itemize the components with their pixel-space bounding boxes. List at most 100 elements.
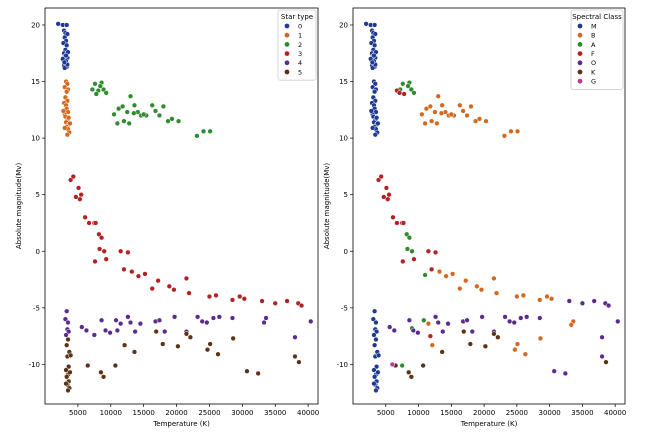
data-point <box>371 308 378 314</box>
series-5 <box>63 328 302 394</box>
data-point <box>495 334 501 340</box>
data-point <box>296 359 302 365</box>
legend-label: G <box>591 78 596 86</box>
data-point <box>98 317 105 323</box>
data-point <box>153 328 159 335</box>
data-point <box>419 111 425 118</box>
data-point <box>86 220 92 226</box>
series-G <box>389 361 395 368</box>
data-point <box>469 328 475 335</box>
data-point <box>368 108 375 114</box>
data-point <box>135 273 142 279</box>
x-tick-label: 25000 <box>198 409 220 417</box>
data-point <box>406 317 413 323</box>
legend-marker <box>284 60 290 66</box>
x-tick-label: 25000 <box>506 409 528 417</box>
data-point <box>183 331 190 337</box>
legend-label: 3 <box>298 50 302 58</box>
data-point <box>566 298 572 304</box>
data-point <box>77 196 83 202</box>
data-point <box>103 256 109 262</box>
data-point <box>149 285 155 292</box>
legend-title: Spectral Class <box>572 13 622 21</box>
data-point <box>371 342 378 348</box>
data-point <box>118 321 124 327</box>
legend-label: F <box>591 50 595 58</box>
legend-label: O <box>591 59 596 67</box>
data-point <box>60 108 67 114</box>
data-point <box>435 319 441 326</box>
data-point <box>603 359 609 365</box>
data-point <box>518 315 524 321</box>
data-point <box>68 352 74 358</box>
data-point <box>420 362 426 369</box>
data-point <box>493 290 500 296</box>
data-point <box>406 235 413 241</box>
data-point <box>483 118 489 124</box>
y-tick-label: -10 <box>337 361 348 369</box>
data-point <box>472 118 479 124</box>
data-point <box>375 369 381 375</box>
data-point <box>204 319 210 326</box>
data-point <box>65 387 71 394</box>
data-point <box>241 296 247 302</box>
x-axis-label: Temperature (K) <box>460 420 518 428</box>
plot-frame <box>44 7 319 405</box>
data-point <box>186 290 192 296</box>
legend-label: A <box>591 41 596 49</box>
data-point <box>373 319 379 326</box>
y-tick-label: 5 <box>36 191 40 199</box>
legend-label: B <box>591 32 595 40</box>
y-tick-label: -5 <box>341 304 348 312</box>
data-point <box>432 314 439 320</box>
data-point <box>175 343 181 349</box>
data-point <box>400 258 406 265</box>
data-point <box>263 315 269 321</box>
data-point <box>409 248 415 254</box>
data-point <box>429 118 435 124</box>
legend-label: 2 <box>298 41 302 49</box>
data-point <box>411 90 417 96</box>
series-4 <box>62 308 314 340</box>
data-point <box>467 341 473 347</box>
x-tick-label: 20000 <box>165 409 187 417</box>
data-point <box>65 319 71 326</box>
series-1 <box>60 78 73 138</box>
data-point <box>400 220 407 226</box>
data-point <box>73 194 79 200</box>
data-point <box>422 120 428 127</box>
data-point <box>438 110 445 116</box>
legend-marker <box>577 69 583 75</box>
y-tick-label: 20 <box>339 21 348 29</box>
data-point <box>436 268 443 275</box>
data-point <box>98 369 104 375</box>
data-point <box>160 341 166 347</box>
legend-label: 0 <box>298 22 302 30</box>
legend-marker <box>284 23 290 29</box>
data-point <box>371 367 377 373</box>
data-point <box>229 297 236 303</box>
data-point <box>118 248 124 254</box>
data-point <box>373 115 380 121</box>
data-point <box>292 334 298 340</box>
data-point <box>121 342 128 348</box>
data-point <box>439 349 445 355</box>
data-point <box>448 111 454 118</box>
data-point <box>165 118 171 124</box>
data-point <box>85 362 91 369</box>
data-point <box>537 315 543 321</box>
data-point <box>207 341 213 347</box>
series-B <box>419 93 576 357</box>
data-point <box>443 273 449 279</box>
data-point <box>91 332 97 338</box>
data-point <box>385 196 391 202</box>
x-tick-label: 10000 <box>100 409 122 417</box>
data-point <box>100 374 107 380</box>
data-point <box>464 317 470 323</box>
data-point <box>386 192 392 198</box>
y-axis-label: Absolute magnitude(Mv) <box>15 163 23 250</box>
data-point <box>551 368 557 374</box>
data-point <box>404 246 411 252</box>
data-point <box>70 173 76 180</box>
